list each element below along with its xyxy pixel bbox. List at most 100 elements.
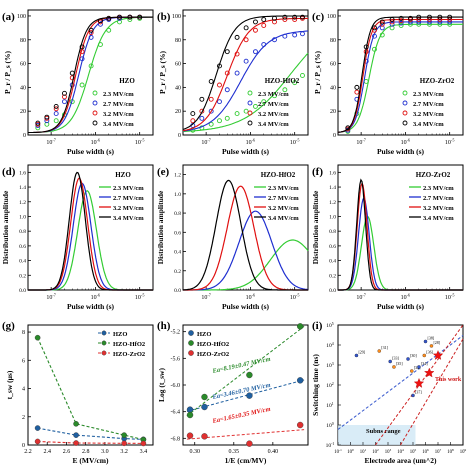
data-point [53,103,59,109]
data-point [300,31,305,37]
x-tick-label: 108 [447,448,454,455]
data-point [427,14,432,20]
data-point [106,15,112,21]
y-tick-label: -6.4 [171,410,181,416]
distribution-curve [182,179,308,291]
data-point [224,115,230,121]
data-point [354,89,360,95]
reference-label: [34] [421,361,428,366]
x-tick-label: 10-5 [290,293,300,301]
x-tick-label: 10-6 [246,293,255,301]
data-point [208,78,214,84]
data-point [79,49,85,55]
data-point [121,432,127,438]
x-tick-label: 3.0 [101,449,109,455]
legend-label: 3.4 MV/cm [268,215,299,222]
chart-title: HZO-ZrO2 [416,171,451,179]
data-point [447,14,453,20]
data-point [69,70,75,76]
literature-point [417,365,421,369]
reference-label: [35] [396,361,403,366]
data-point [272,15,277,21]
x-tick-label: 0.30 [189,449,200,455]
data-point [246,440,253,447]
data-point [217,82,222,88]
data-point [53,111,59,117]
legend-marker [101,350,107,356]
data-point [127,14,133,20]
data-point [246,371,253,379]
x-tick-label: 102 [372,448,379,455]
y-tick-label: 100 [326,422,334,429]
data-point [208,96,214,102]
y-tick-label: 8 [22,330,25,336]
literature-point [422,353,427,358]
x-tick-label: 2.6 [63,449,71,455]
plot-frame [27,324,154,446]
x-tick-label: 10-5 [445,138,455,146]
data-point [208,121,214,127]
y-axis-label: P_r / P_s (%) [313,51,322,94]
x-axis-label: Pulse width (s) [222,302,270,311]
legend-label: 3.2 MV/cm [413,111,444,118]
series-line [37,337,144,441]
data-point [234,34,240,40]
reference-label: [30] [410,353,417,358]
data-point [300,14,305,20]
y-tick-label: 40 [330,85,336,91]
data-point [234,111,240,117]
y-tick-label: 1.6 [329,170,336,176]
data-point [117,14,122,20]
literature-point [354,353,359,358]
data-point [199,115,205,121]
data-point [398,18,404,24]
literature-point [377,349,382,353]
data-point [282,33,288,39]
chart-title: HZO [119,77,135,85]
subns-region [338,425,416,445]
series-line [37,440,144,444]
literature-point [411,393,415,398]
y-tick-label: 1.6 [19,170,26,176]
data-point [292,14,298,20]
data-point [106,27,112,33]
data-point [246,392,253,399]
data-point [253,49,258,55]
data-point [300,73,305,78]
data-point [208,108,214,114]
data-point [88,30,94,36]
data-point [201,393,208,401]
y-axis-label: t_sw (μs) [5,370,14,399]
legend-label: HZO-HfO2 [197,341,229,348]
data-point [73,432,79,438]
legend-label: 3.4 MV/cm [113,215,144,222]
activation-field-annotation: Ea=8.19±0.47 MV/cm [211,356,271,375]
y-axis-label: P_r / P_s (%) [158,51,167,94]
reference-label: [36] [426,349,433,354]
x-tick-label: 10-1 [334,448,342,455]
legend-marker [188,340,194,346]
data-point [243,25,249,31]
x-axis-label: Electrode area (um^2) [365,456,437,465]
literature-point [423,339,428,344]
data-point [292,80,298,86]
data-point [282,17,288,22]
x-tick-label: 104 [397,448,404,455]
y-axis-label: P_r / P_s (%) [3,51,12,94]
y-tick-label: 100 [172,14,181,20]
legend-marker [402,90,408,96]
y-tick-label: 0.8 [19,229,26,235]
data-point [88,63,94,69]
panel-label: (a) [2,11,15,23]
literature-point [410,369,414,373]
legend-label: 2.7 MV/cm [413,101,444,108]
data-point [398,15,404,21]
panel-label: (b) [157,11,171,23]
data-point [372,46,377,52]
data-point [354,84,360,90]
chart-title: HZO-HfO2 [265,77,300,85]
legend-marker [402,100,408,106]
legend-label: 3.2 MV/cm [423,205,454,212]
chart-title: HZO-ZrO2 [420,77,455,85]
y-tick-label: 101 [326,402,334,409]
